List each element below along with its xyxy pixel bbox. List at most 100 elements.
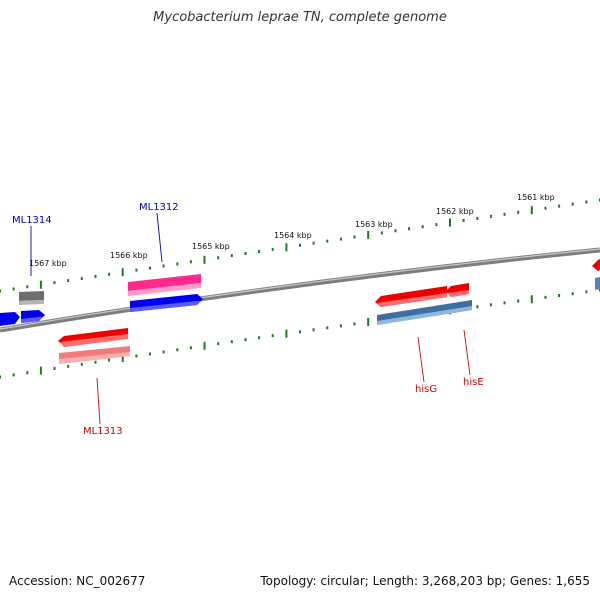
outer-minor-tick <box>421 225 424 229</box>
outer-minor-tick <box>462 219 465 222</box>
outer-major-tick <box>530 206 533 215</box>
outer-minor-tick <box>230 254 233 258</box>
outer-minor-tick <box>149 266 151 270</box>
inner-minor-tick <box>53 367 56 370</box>
inner-minor-tick <box>571 292 574 296</box>
outer-major-tick <box>121 268 124 277</box>
inner-minor-tick <box>135 354 138 358</box>
inner-minor-tick <box>0 375 1 379</box>
inner-minor-tick <box>299 330 301 334</box>
inner-minor-tick <box>503 301 506 305</box>
outer-minor-tick <box>326 239 329 243</box>
inner-major-tick <box>121 354 124 363</box>
inner-minor-tick <box>162 350 165 354</box>
inner-minor-tick <box>230 340 233 344</box>
inner-minor-tick <box>12 373 15 377</box>
inner-minor-tick <box>585 290 588 294</box>
inner-minor-tick <box>176 348 179 352</box>
outer-minor-tick <box>135 268 138 272</box>
gene-label-ML1313[interactable]: ML1313 <box>83 426 123 437</box>
inner-minor-tick <box>312 328 315 332</box>
tick-label-1562: 1562 kbp <box>436 207 474 216</box>
inner-major-tick <box>367 318 370 326</box>
feature-ML1315-cds[interactable] <box>0 310 45 326</box>
outer-minor-tick <box>271 247 274 251</box>
feature-ML1313-cds[interactable] <box>59 346 130 364</box>
inner-major-tick <box>39 366 42 375</box>
feature-ML1314-gene[interactable] <box>19 291 44 305</box>
inner-minor-tick <box>326 326 329 330</box>
outer-major-tick <box>367 230 370 239</box>
genome-backbone <box>0 247 600 333</box>
tick-label-1561: 1561 kbp <box>517 193 555 202</box>
outer-minor-tick <box>558 204 561 208</box>
tick-label-1565: 1565 kbp <box>192 242 230 251</box>
gene-label-hisG[interactable]: hisG <box>415 384 437 395</box>
outer-minor-tick <box>353 235 356 239</box>
outer-minor-tick <box>489 214 492 218</box>
outer-minor-tick <box>80 277 83 280</box>
inner-minor-tick <box>244 338 247 342</box>
outer-minor-tick <box>53 281 56 285</box>
inner-minor-tick <box>258 336 261 340</box>
outer-minor-tick <box>258 250 261 253</box>
leader-ML1312 <box>156 212 163 263</box>
leader-hisG <box>417 336 425 383</box>
feature-hisG-cds[interactable] <box>377 300 472 325</box>
inner-minor-tick <box>149 352 151 356</box>
outer-minor-tick <box>585 200 588 204</box>
inner-minor-tick <box>26 371 29 375</box>
outer-minor-tick <box>12 287 15 291</box>
inner-minor-tick <box>80 362 83 366</box>
inner-major-tick <box>203 341 206 350</box>
outer-major-tick <box>39 280 42 289</box>
accession-text: Accession: NC_002677 <box>9 574 146 588</box>
genome-summary-text: Topology: circular; Length: 3,268,203 bp… <box>260 574 590 588</box>
feature-ML1313-gene[interactable] <box>58 328 128 347</box>
leader-hisE <box>463 329 471 376</box>
outer-minor-tick <box>162 264 165 268</box>
inner-minor-tick <box>544 295 547 299</box>
gene-label-ML1312[interactable]: ML1312 <box>139 202 179 213</box>
outer-minor-tick <box>408 227 411 231</box>
map-title: Mycobacterium leprae TN, complete genome <box>153 10 447 25</box>
inner-minor-tick <box>94 360 97 364</box>
outer-minor-tick <box>176 262 179 266</box>
outer-major-tick <box>285 243 288 252</box>
tick-label-1567: 1567 kbp <box>29 259 67 268</box>
inner-minor-tick <box>339 324 342 328</box>
feature-right-edge-gene[interactable] <box>592 259 600 290</box>
inner-major-tick <box>285 329 288 338</box>
outer-minor-tick <box>517 210 520 214</box>
feature-hisG-gene[interactable] <box>375 286 447 307</box>
feature-hisE-gene[interactable] <box>446 283 469 297</box>
outer-minor-tick <box>244 252 247 255</box>
outer-minor-tick <box>476 217 479 220</box>
gene-label-hisE[interactable]: hisE <box>463 377 484 388</box>
gene-label-ML1314[interactable]: ML1314 <box>12 215 52 226</box>
outer-minor-tick <box>299 243 301 247</box>
inner-minor-tick <box>476 305 479 309</box>
feature-ML1312-gene[interactable] <box>128 274 201 296</box>
inner-minor-tick <box>108 358 111 362</box>
inner-minor-tick <box>517 299 520 303</box>
outer-minor-tick <box>394 229 397 233</box>
outer-minor-tick <box>67 279 70 283</box>
outer-major-tick <box>203 255 206 264</box>
leader-ML1313 <box>96 377 101 425</box>
outer-tick-ring <box>0 198 600 293</box>
inner-minor-tick <box>558 294 561 297</box>
inner-minor-tick <box>189 346 192 350</box>
feature-ML1312-cds[interactable] <box>130 294 203 312</box>
inner-major-tick <box>530 295 533 304</box>
outer-minor-tick <box>312 241 315 245</box>
outer-minor-tick <box>0 289 1 293</box>
outer-minor-tick <box>189 260 192 264</box>
inner-minor-tick <box>489 303 492 307</box>
inner-minor-tick <box>271 334 274 338</box>
outer-minor-tick <box>544 206 547 210</box>
inner-minor-tick <box>353 322 356 326</box>
outer-minor-tick <box>217 256 220 260</box>
outer-minor-tick <box>571 202 574 206</box>
